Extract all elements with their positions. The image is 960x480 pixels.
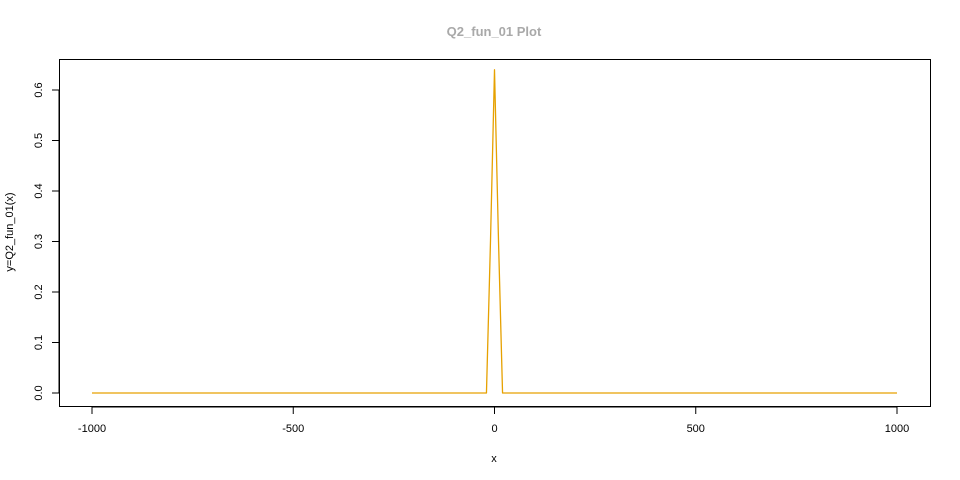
- y-tick-label: 0.3: [33, 234, 45, 249]
- chart-title: Q2_fun_01 Plot: [447, 24, 542, 39]
- x-tick-label: -500: [282, 423, 304, 435]
- y-axis: 0.0 0.1 0.2 0.3 0.4 0.5 0.6: [33, 82, 60, 401]
- series-layer: [92, 69, 897, 394]
- x-tick-label: 1000: [885, 423, 909, 435]
- y-axis-label: y=Q2_fun_01(x): [4, 192, 16, 271]
- y-tick-label: 0.6: [33, 82, 45, 97]
- y-tick-label: 0.4: [33, 183, 45, 198]
- y-tick-label: 0.2: [33, 284, 45, 299]
- y-tick-label: 0.5: [33, 133, 45, 148]
- x-axis-label: x: [491, 453, 497, 465]
- y-tick-label: 0.0: [33, 385, 45, 400]
- x-tick-label: 500: [687, 423, 705, 435]
- series-line: [92, 69, 897, 394]
- y-tick-label: 0.1: [33, 335, 45, 350]
- x-tick-label: -1000: [78, 423, 106, 435]
- x-tick-label: 0: [491, 423, 497, 435]
- x-axis: -1000 -500 0 500 1000: [78, 406, 909, 435]
